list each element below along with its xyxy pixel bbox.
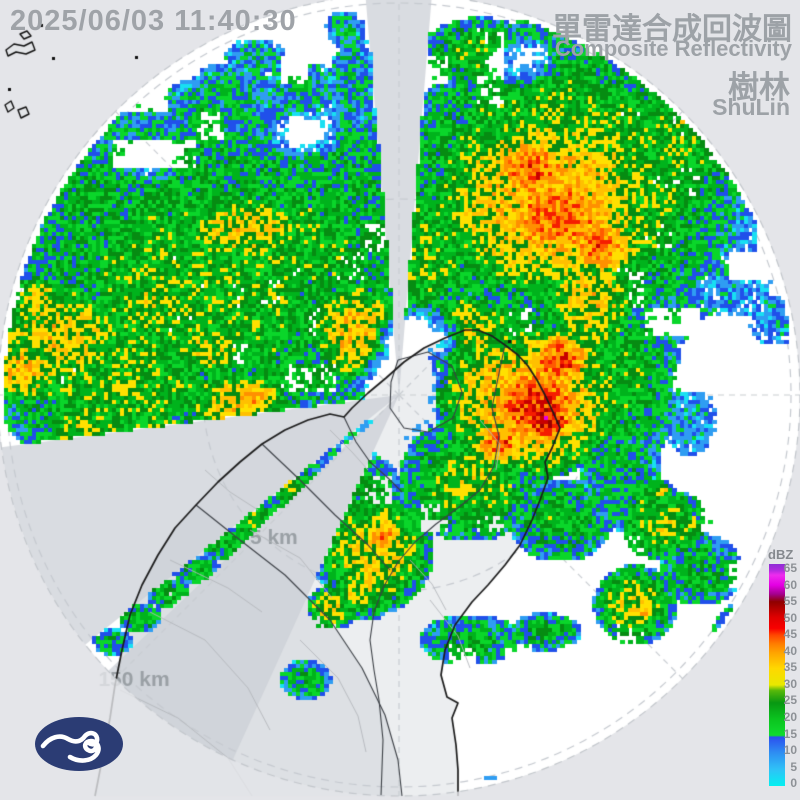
station-name-chinese: 樹林 [728, 70, 790, 105]
station-name-english: ShuLin [712, 94, 790, 120]
cwb-swirl-icon [40, 730, 101, 763]
cwb-logo [35, 717, 123, 771]
title-chinese: 單雷達合成回波圖 [552, 13, 792, 46]
timestamp: 2025/06/03 11:40:30 [10, 5, 297, 37]
title-english: Composite Reflectivity [554, 36, 792, 61]
